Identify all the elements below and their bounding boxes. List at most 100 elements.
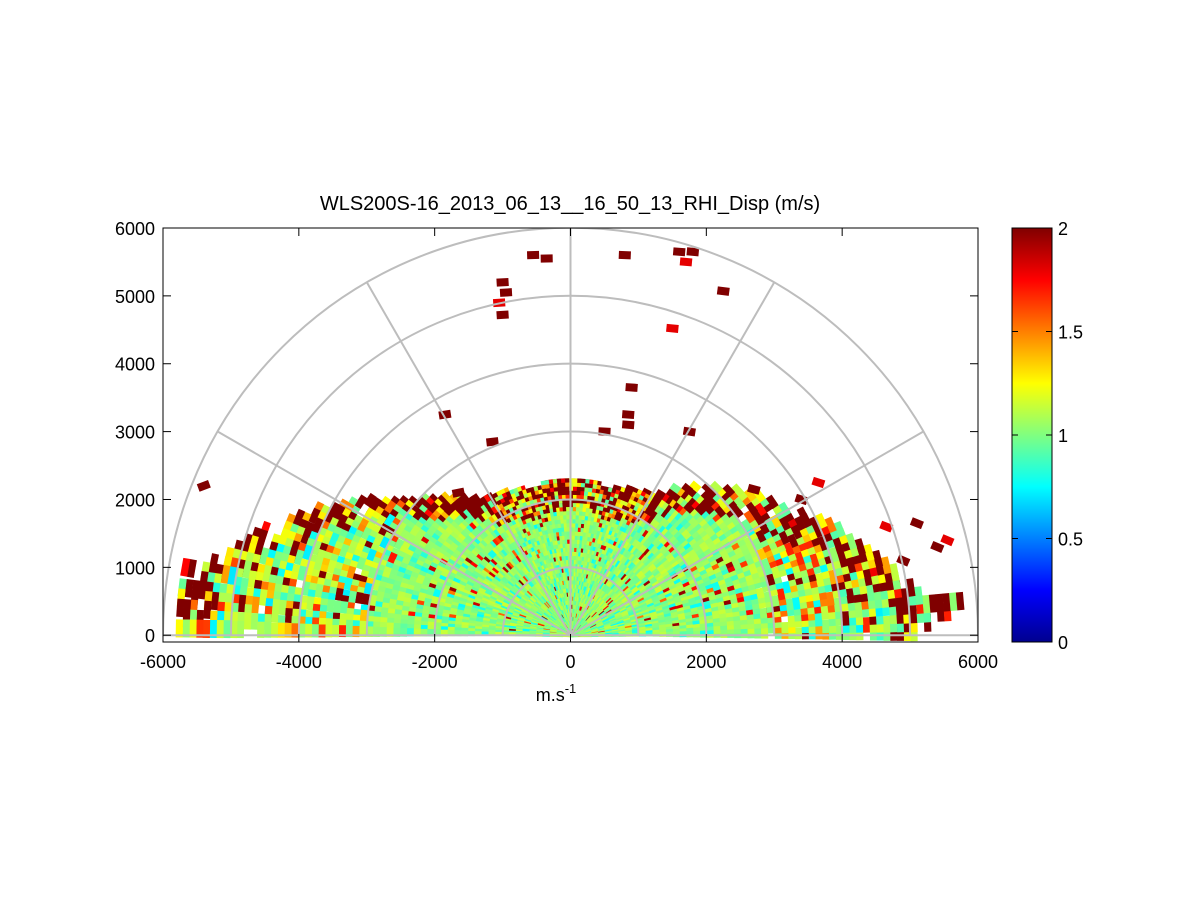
data-cell (833, 520, 846, 538)
data-cell (700, 490, 713, 503)
data-cell (759, 607, 768, 619)
data-cell (755, 529, 767, 543)
y-tick-label: 2000 (115, 490, 155, 510)
data-cell (809, 553, 821, 569)
data-cell (654, 488, 666, 500)
data-cell (270, 606, 280, 623)
data-cell (785, 598, 795, 611)
data-cell (731, 483, 745, 497)
data-cell (771, 594, 780, 607)
x-tick-label: -6000 (140, 652, 186, 672)
data-cell (905, 578, 916, 597)
data-cell (825, 591, 835, 607)
data-cell (634, 568, 643, 578)
data-cell (781, 580, 792, 594)
data-cell (863, 543, 875, 562)
data-cell (854, 538, 866, 556)
colorbar-tick-label: 1.5 (1058, 323, 1083, 343)
data-cell (872, 549, 884, 568)
data-cell (243, 612, 252, 630)
colorbar-tick-label: 0 (1058, 633, 1068, 653)
data-cell (689, 480, 702, 493)
data-cell (955, 591, 965, 611)
data-cell (778, 501, 791, 517)
chart-title: WLS200S-16_2013_06_13__16_50_13_RHI_Disp… (320, 193, 820, 215)
data-cell (755, 587, 765, 599)
data-cell (681, 482, 694, 495)
sparse-return (496, 310, 509, 320)
y-tick-label: 6000 (115, 219, 155, 239)
sparse-return (621, 420, 635, 430)
data-cell (756, 547, 768, 561)
data-cell (740, 518, 753, 532)
data-cell (776, 588, 786, 601)
data-cell (716, 497, 729, 510)
x-tick-label: -2000 (412, 652, 458, 672)
x-tick-label: -4000 (276, 652, 322, 672)
y-tick-label: 0 (145, 626, 155, 646)
data-cell (815, 512, 828, 529)
y-tick-label: 5000 (115, 287, 155, 307)
x-tick-label: 2000 (686, 652, 726, 672)
x-axis-label: m.s-1 (536, 681, 577, 705)
data-cell (809, 515, 822, 532)
data-cell (743, 510, 756, 524)
data-cell (889, 563, 900, 582)
data-cell (949, 592, 958, 611)
data-cell (909, 605, 918, 624)
data-cell (701, 482, 714, 495)
sparse-return (679, 257, 693, 267)
data-cell (665, 488, 678, 500)
sparse-return (526, 250, 540, 260)
data-cell (914, 586, 924, 605)
data-cell (862, 617, 871, 633)
sparse-return (672, 247, 686, 257)
data-cell (821, 619, 830, 634)
data-cell (787, 615, 796, 628)
data-cell (793, 515, 807, 531)
y-tick-label: 1000 (115, 558, 155, 578)
data-cell (841, 611, 850, 626)
x-axis-label-text: m.s (536, 685, 565, 705)
data-cell (845, 532, 858, 550)
data-cell (787, 533, 799, 548)
sparse-return (716, 286, 730, 296)
data-cell (642, 487, 652, 496)
data-cell (942, 593, 951, 612)
data-cell (754, 502, 768, 517)
sparse-return (499, 288, 513, 297)
data-cell (629, 573, 638, 582)
x-tick-label: 4000 (822, 652, 862, 672)
data-cell (625, 579, 635, 588)
colorbar-tick-label: 2 (1058, 219, 1068, 239)
data-cell (783, 542, 795, 557)
data-cell (796, 506, 810, 522)
data-cell (250, 612, 259, 630)
data-cell (883, 615, 891, 633)
data-cell (795, 627, 803, 640)
data-cell (669, 482, 682, 494)
x-axis-label-superscript: -1 (565, 681, 577, 696)
colorbar-tick-label: 0.5 (1058, 530, 1083, 550)
data-cell (745, 501, 759, 515)
data-cell (637, 562, 647, 571)
data-cell (824, 516, 837, 533)
y-tick-label: 4000 (115, 355, 155, 375)
data-cell (765, 494, 779, 510)
colorbar-tick-label: 1 (1058, 426, 1068, 446)
data-cell (722, 483, 736, 497)
sparse-return (540, 254, 553, 263)
data-cell (845, 588, 855, 604)
data-cell (743, 487, 757, 502)
sparse-return (621, 410, 635, 420)
x-tick-label: 6000 (958, 652, 998, 672)
y-tick-label: 3000 (115, 423, 155, 443)
data-cell (781, 621, 789, 634)
data-cell (865, 584, 876, 602)
data-cell (709, 480, 723, 494)
data-cell (935, 593, 945, 613)
sparse-return (666, 323, 679, 333)
sparse-return (625, 383, 638, 392)
data-cell (794, 551, 806, 566)
